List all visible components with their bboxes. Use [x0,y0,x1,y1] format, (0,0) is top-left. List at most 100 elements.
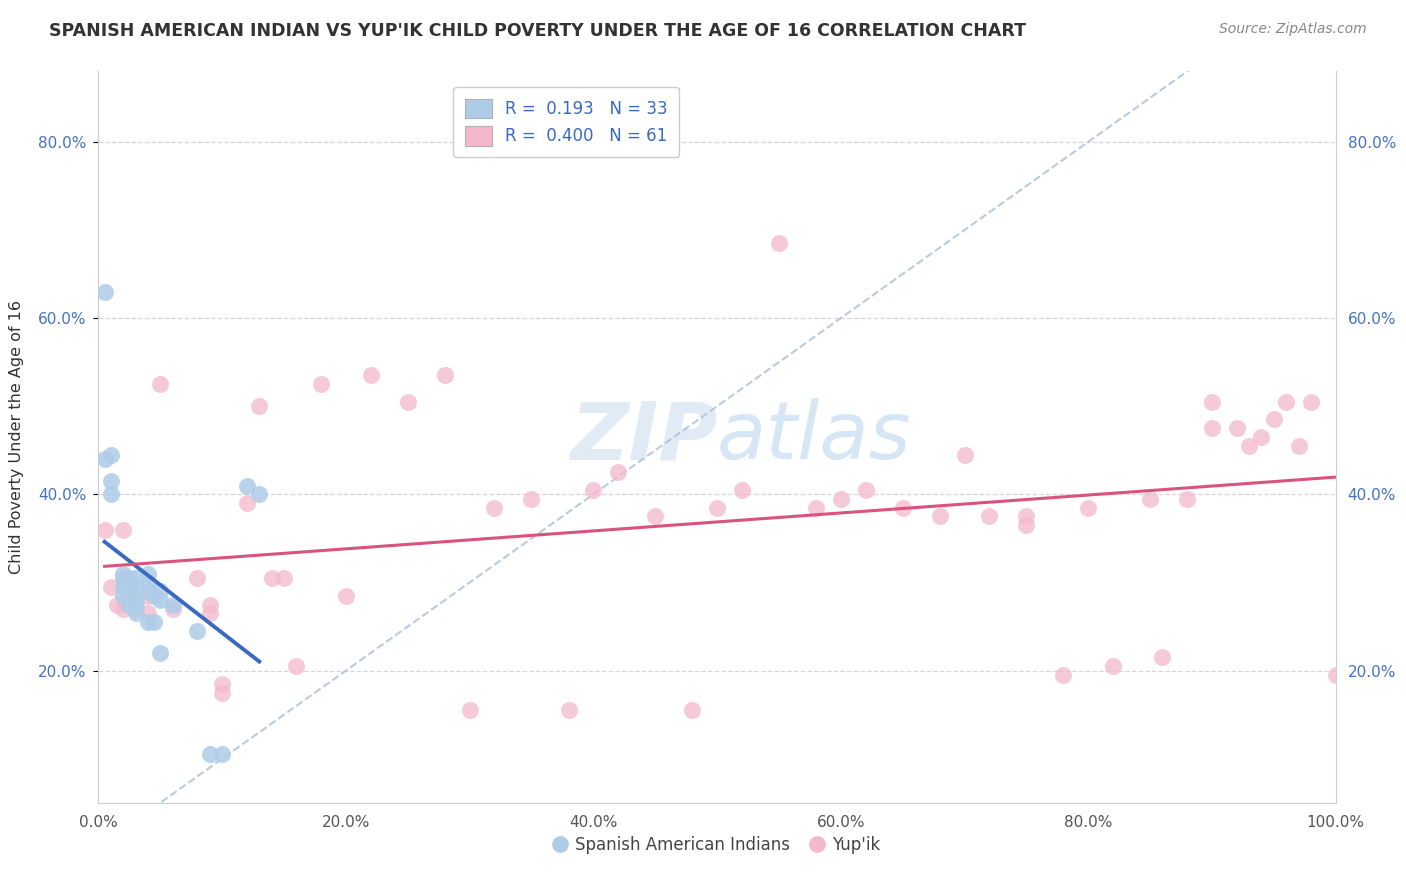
Point [112,580,135,594]
Point [112,566,135,581]
Point [891,500,914,515]
Point [1288,439,1310,453]
Point [731,483,754,497]
Text: ZIP: ZIP [569,398,717,476]
Point [112,589,135,603]
Point [1275,394,1298,409]
Point [1299,394,1322,409]
Point [211,686,233,700]
Point [236,478,259,492]
Point [136,575,159,590]
Point [112,602,135,616]
Point [1237,439,1260,453]
Point [1324,668,1347,682]
Point [1052,668,1074,682]
Point [118,598,141,612]
Point [1226,421,1249,435]
Point [1201,394,1223,409]
Point [607,466,630,480]
Point [484,500,506,515]
Point [681,703,703,717]
Point [100,487,122,501]
Point [186,571,208,585]
Point [136,589,159,603]
Point [124,580,146,594]
Point [979,509,1001,524]
Text: Source: ZipAtlas.com: Source: ZipAtlas.com [1219,22,1367,37]
Point [93,285,115,299]
Point [557,703,579,717]
Point [124,598,146,612]
Point [149,584,172,599]
Point [1139,491,1161,506]
Point [105,598,128,612]
Point [136,566,159,581]
Point [149,646,172,660]
Point [260,571,283,585]
Point [433,368,456,383]
Point [396,394,419,409]
Point [1201,421,1223,435]
Point [93,523,115,537]
Point [1015,509,1038,524]
Point [118,580,141,594]
Point [198,747,221,762]
Point [335,589,357,603]
Point [953,448,976,462]
Point [186,624,208,638]
Point [118,589,141,603]
Point [928,509,950,524]
Point [1175,491,1198,506]
Text: SPANISH AMERICAN INDIAN VS YUP'IK CHILD POVERTY UNDER THE AGE OF 16 CORRELATION : SPANISH AMERICAN INDIAN VS YUP'IK CHILD … [49,22,1026,40]
Point [198,598,221,612]
Point [582,483,605,497]
Point [162,602,184,616]
Point [804,500,827,515]
Legend: Spanish American Indians, Yup'ik: Spanish American Indians, Yup'ik [547,829,887,860]
Y-axis label: Child Poverty Under the Age of 16: Child Poverty Under the Age of 16 [10,300,24,574]
Point [644,509,666,524]
Point [1077,500,1099,515]
Point [285,659,308,673]
Point [112,523,135,537]
Point [149,593,172,607]
Point [247,399,270,413]
Point [247,487,270,501]
Point [143,589,166,603]
Point [309,377,332,392]
Point [273,571,295,585]
Point [1015,518,1038,533]
Point [198,607,221,621]
Point [211,677,233,691]
Point [1250,430,1272,444]
Point [830,491,852,506]
Point [112,571,135,585]
Point [124,607,146,621]
Point [855,483,877,497]
Point [1263,412,1285,426]
Point [520,491,543,506]
Point [100,448,122,462]
Point [124,589,146,603]
Point [118,571,141,585]
Point [162,598,184,612]
Point [211,747,233,762]
Point [143,615,166,629]
Point [124,602,146,616]
Point [360,368,382,383]
Point [100,474,122,488]
Point [136,584,159,599]
Point [768,236,790,251]
Point [136,607,159,621]
Point [124,571,146,585]
Point [149,377,172,392]
Point [136,615,159,629]
Point [706,500,728,515]
Point [93,452,115,467]
Text: atlas: atlas [717,398,912,476]
Point [458,703,481,717]
Point [1152,650,1174,665]
Point [100,580,122,594]
Point [1102,659,1125,673]
Point [236,496,259,510]
